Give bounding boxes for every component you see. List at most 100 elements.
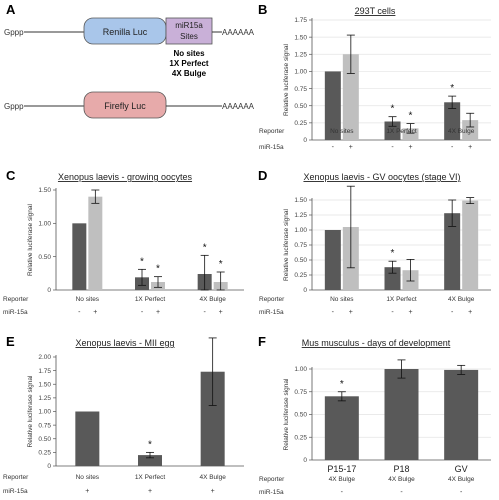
y-tick-label: 0.25 (294, 120, 307, 127)
mir-value: + (93, 309, 97, 316)
x-category-label: 4X Bulge (199, 474, 226, 481)
bar (444, 213, 461, 290)
y-tick-label: 1.50 (294, 34, 307, 41)
mir-value: + (408, 309, 412, 316)
mir-value: - (141, 309, 144, 316)
panel-c-title: Xenopus laevis - growing oocytes (58, 172, 193, 182)
panel-a: A Gppp Renilla Luc miR15a Sites AAAAAA N… (4, 2, 255, 119)
y-tick-label: 0.75 (294, 242, 307, 249)
y-tick-label: 1.75 (294, 17, 307, 24)
y-tick-label: 1.50 (38, 187, 51, 194)
y-tick-label: 1.50 (38, 381, 51, 388)
significance-star: * (219, 259, 223, 270)
bar (324, 230, 341, 290)
y-tick-label: 1.00 (294, 227, 307, 234)
y-tick-label: 0 (303, 287, 307, 294)
reporter-row-label: Reporter (3, 296, 29, 303)
panel-b-title: 293T cells (355, 6, 396, 16)
panel-f-title: Mus musculus - days of development (302, 338, 451, 348)
variant-4x-bulge: 4X Bulge (172, 69, 207, 78)
mir-value: + (148, 488, 152, 495)
mir15a-sites-label-2: Sites (180, 32, 198, 41)
y-tick-label: 1.00 (294, 69, 307, 76)
bar (462, 120, 479, 140)
firefly-luc-box (83, 91, 167, 119)
x-category-label: 1X Perfect (386, 128, 417, 135)
reporter-row-label: Reporter (3, 474, 29, 481)
mir-value: - (341, 489, 344, 496)
y-tick-label: 0.75 (294, 86, 307, 93)
y-axis-label: Relative luciferase signal (27, 375, 34, 447)
reporter-row-label: Reporter (259, 476, 285, 483)
mir-row-label: miR-15a (259, 489, 284, 496)
significance-star: * (391, 248, 395, 259)
y-axis-label: Relative luciferase signal (283, 44, 290, 116)
mir-value: - (203, 309, 206, 316)
significance-star: * (140, 256, 144, 267)
significance-star: * (148, 439, 152, 450)
renilla-cap-label: Gppp (4, 28, 24, 37)
bar (75, 411, 100, 466)
y-tick-label: 1.00 (38, 409, 51, 416)
panel-d-letter: D (258, 168, 267, 183)
y-tick-label: 0.50 (294, 103, 307, 110)
y-tick-label: 0 (303, 137, 307, 144)
mir-row-label: miR-15a (3, 309, 28, 316)
renilla-luc-label: Renilla Luc (103, 27, 148, 37)
y-tick-label: 2.00 (38, 354, 51, 361)
x-category-label: 1X Perfect (135, 474, 166, 481)
y-tick-label: 0.50 (38, 436, 51, 443)
reporter-row-label: Reporter (259, 296, 285, 303)
mir-value: + (468, 309, 472, 316)
y-axis-label: Relative luciferase signal (283, 209, 290, 281)
panel-e-title: Xenopus laevis - MII egg (75, 338, 174, 348)
reporter-value: 4X Bulge (388, 476, 415, 483)
mir-value: + (349, 309, 353, 316)
mir-value: + (85, 488, 89, 495)
x-category-label: 4X Bulge (448, 128, 475, 135)
x-category-label: P15-17 (327, 464, 356, 474)
x-category-label: No sites (330, 296, 354, 303)
firefly-polya-tail: AAAAAA (222, 102, 255, 111)
significance-star: * (391, 104, 395, 115)
mir-row-label: miR-15a (259, 144, 284, 151)
mir-value: - (391, 309, 394, 316)
mir-row-label: miR-15a (3, 488, 28, 495)
reporter-value: 4X Bulge (329, 476, 356, 483)
y-tick-label: 1.00 (38, 221, 51, 228)
bar (88, 196, 103, 290)
reporter-value: 4X Bulge (448, 476, 475, 483)
mir-value: + (349, 144, 353, 151)
mir-value: + (468, 144, 472, 151)
mir-value: - (400, 489, 403, 496)
y-tick-label: 0.75 (294, 389, 307, 396)
y-tick-label: 1.75 (38, 368, 51, 375)
mir-row-label: miR-15a (259, 309, 284, 316)
significance-star: * (203, 242, 207, 253)
bar (444, 369, 479, 460)
firefly-cap-label: Gppp (4, 102, 24, 111)
y-tick-label: 1.00 (294, 366, 307, 373)
panel-d-title: Xenopus laevis - GV oocytes (stage VI) (303, 172, 460, 182)
y-axis-label: Relative luciferase signal (283, 378, 290, 450)
mir15a-sites-box (165, 17, 213, 45)
x-category-label: 1X Perfect (386, 296, 417, 303)
x-category-label: 4X Bulge (199, 296, 226, 303)
mir-value: - (78, 309, 81, 316)
panel-b-chart: B 293T cells 0 0.25 0.50 0.75 1.00 1.25 1.50 1.75… (258, 2, 491, 151)
y-tick-label: 0.25 (294, 434, 307, 441)
y-tick-label: 1.50 (294, 197, 307, 204)
y-tick-label: 0 (303, 457, 307, 464)
y-tick-label: 0.75 (38, 422, 51, 429)
y-tick-label: 0 (47, 287, 51, 294)
variant-no-sites: No sites (173, 49, 205, 58)
x-category-label: P18 (393, 464, 409, 474)
significance-star: * (156, 264, 160, 275)
y-tick-label: 0.50 (38, 254, 51, 261)
significance-star: * (450, 83, 454, 94)
panel-d-chart: D Xenopus laevis - GV oocytes (stage VI) 0… (258, 168, 491, 316)
y-tick-label: 0 (47, 463, 51, 470)
panel-a-letter: A (6, 2, 16, 17)
bar (444, 102, 461, 140)
y-tick-label: 1.25 (294, 51, 307, 58)
